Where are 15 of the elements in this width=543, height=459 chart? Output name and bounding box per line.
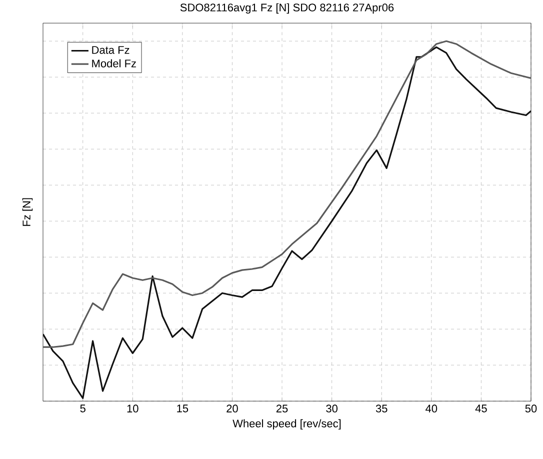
x-tick-label: 45 (475, 404, 487, 412)
legend-label: Data Fz (92, 46, 130, 54)
legend-label: Model Fz (92, 59, 136, 68)
x-tick-label: 5 (80, 404, 86, 412)
x-tick-label: 10 (127, 404, 138, 412)
x-tick-label: 35 (376, 404, 388, 412)
y-axis-title: Fz [N] (22, 198, 33, 226)
chart-title: SDO82116avg1 Fz [N] SDO 82116 27Apr06 (180, 3, 394, 14)
x-tick-label: 40 (426, 404, 438, 412)
x-tick-label: 20 (226, 404, 238, 412)
x-tick-label: 30 (326, 404, 338, 412)
x-tick-label: 25 (276, 404, 288, 412)
x-tick-label: 15 (177, 404, 188, 412)
x-tick-label: 50 (525, 404, 537, 412)
x-axis-title: Wheel speed [rev/sec] (232, 419, 341, 430)
